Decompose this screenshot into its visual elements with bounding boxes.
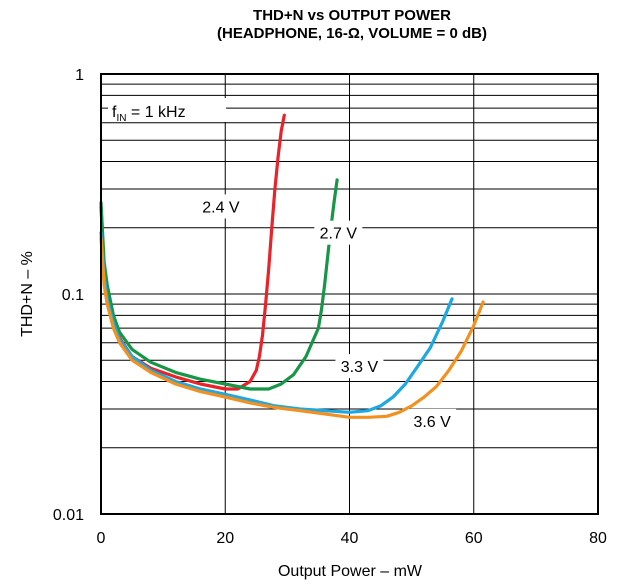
annotation-subscript: IN (116, 113, 126, 124)
x-tick-label: 0 (97, 530, 106, 547)
annotation-suffix: = 1 kHz (126, 104, 185, 121)
series-label: 3.3 V (341, 359, 379, 376)
series-label: 3.6 V (413, 414, 451, 431)
chart-title: THD+N vs OUTPUT POWER (HEADPHONE, 16-Ω, … (217, 7, 487, 42)
series-label: 2.4 V (202, 199, 240, 216)
series-label-bg (408, 408, 457, 433)
series-line-3-6-V (99, 236, 485, 419)
y-tick-labels: 0.01 0.1 1 (53, 67, 84, 524)
x-tick-label: 80 (589, 530, 607, 547)
series-label: 2.7 V (320, 226, 358, 243)
data-series (99, 113, 485, 419)
x-tick-label: 40 (341, 530, 359, 547)
annotation-text: fIN = 1 kHz (112, 104, 186, 124)
series-label-bg (335, 354, 384, 379)
series-line-2-4-V (99, 113, 286, 391)
grid-lines (101, 74, 598, 514)
chart-title-line2: (HEADPHONE, 16-Ω, VOLUME = 0 dB) (217, 25, 487, 42)
x-tick-label: 20 (216, 530, 234, 547)
annotation-background (108, 98, 226, 122)
y-tick-label: 0.01 (53, 507, 84, 524)
frequency-annotation: fIN = 1 kHz (108, 98, 226, 124)
chart-title-line1: THD+N vs OUTPUT POWER (253, 7, 451, 24)
x-axis-label: Output Power – mW (278, 563, 423, 580)
y-tick-label: 0.1 (62, 287, 84, 304)
plot-frame (100, 73, 599, 515)
x-tick-labels: 0 20 40 60 80 (97, 530, 607, 547)
y-axis-label: THD+N – % (19, 251, 36, 337)
series-labels: 2.4 V 2.7 V 3.3 V 3.6 V (196, 194, 457, 433)
series-line-2-7-V (99, 178, 339, 391)
series-label-bg (196, 194, 245, 219)
x-tick-label: 60 (465, 530, 483, 547)
annotation-prefix: f (112, 104, 117, 121)
y-tick-label: 1 (75, 67, 84, 84)
series-label-bg (314, 220, 363, 245)
